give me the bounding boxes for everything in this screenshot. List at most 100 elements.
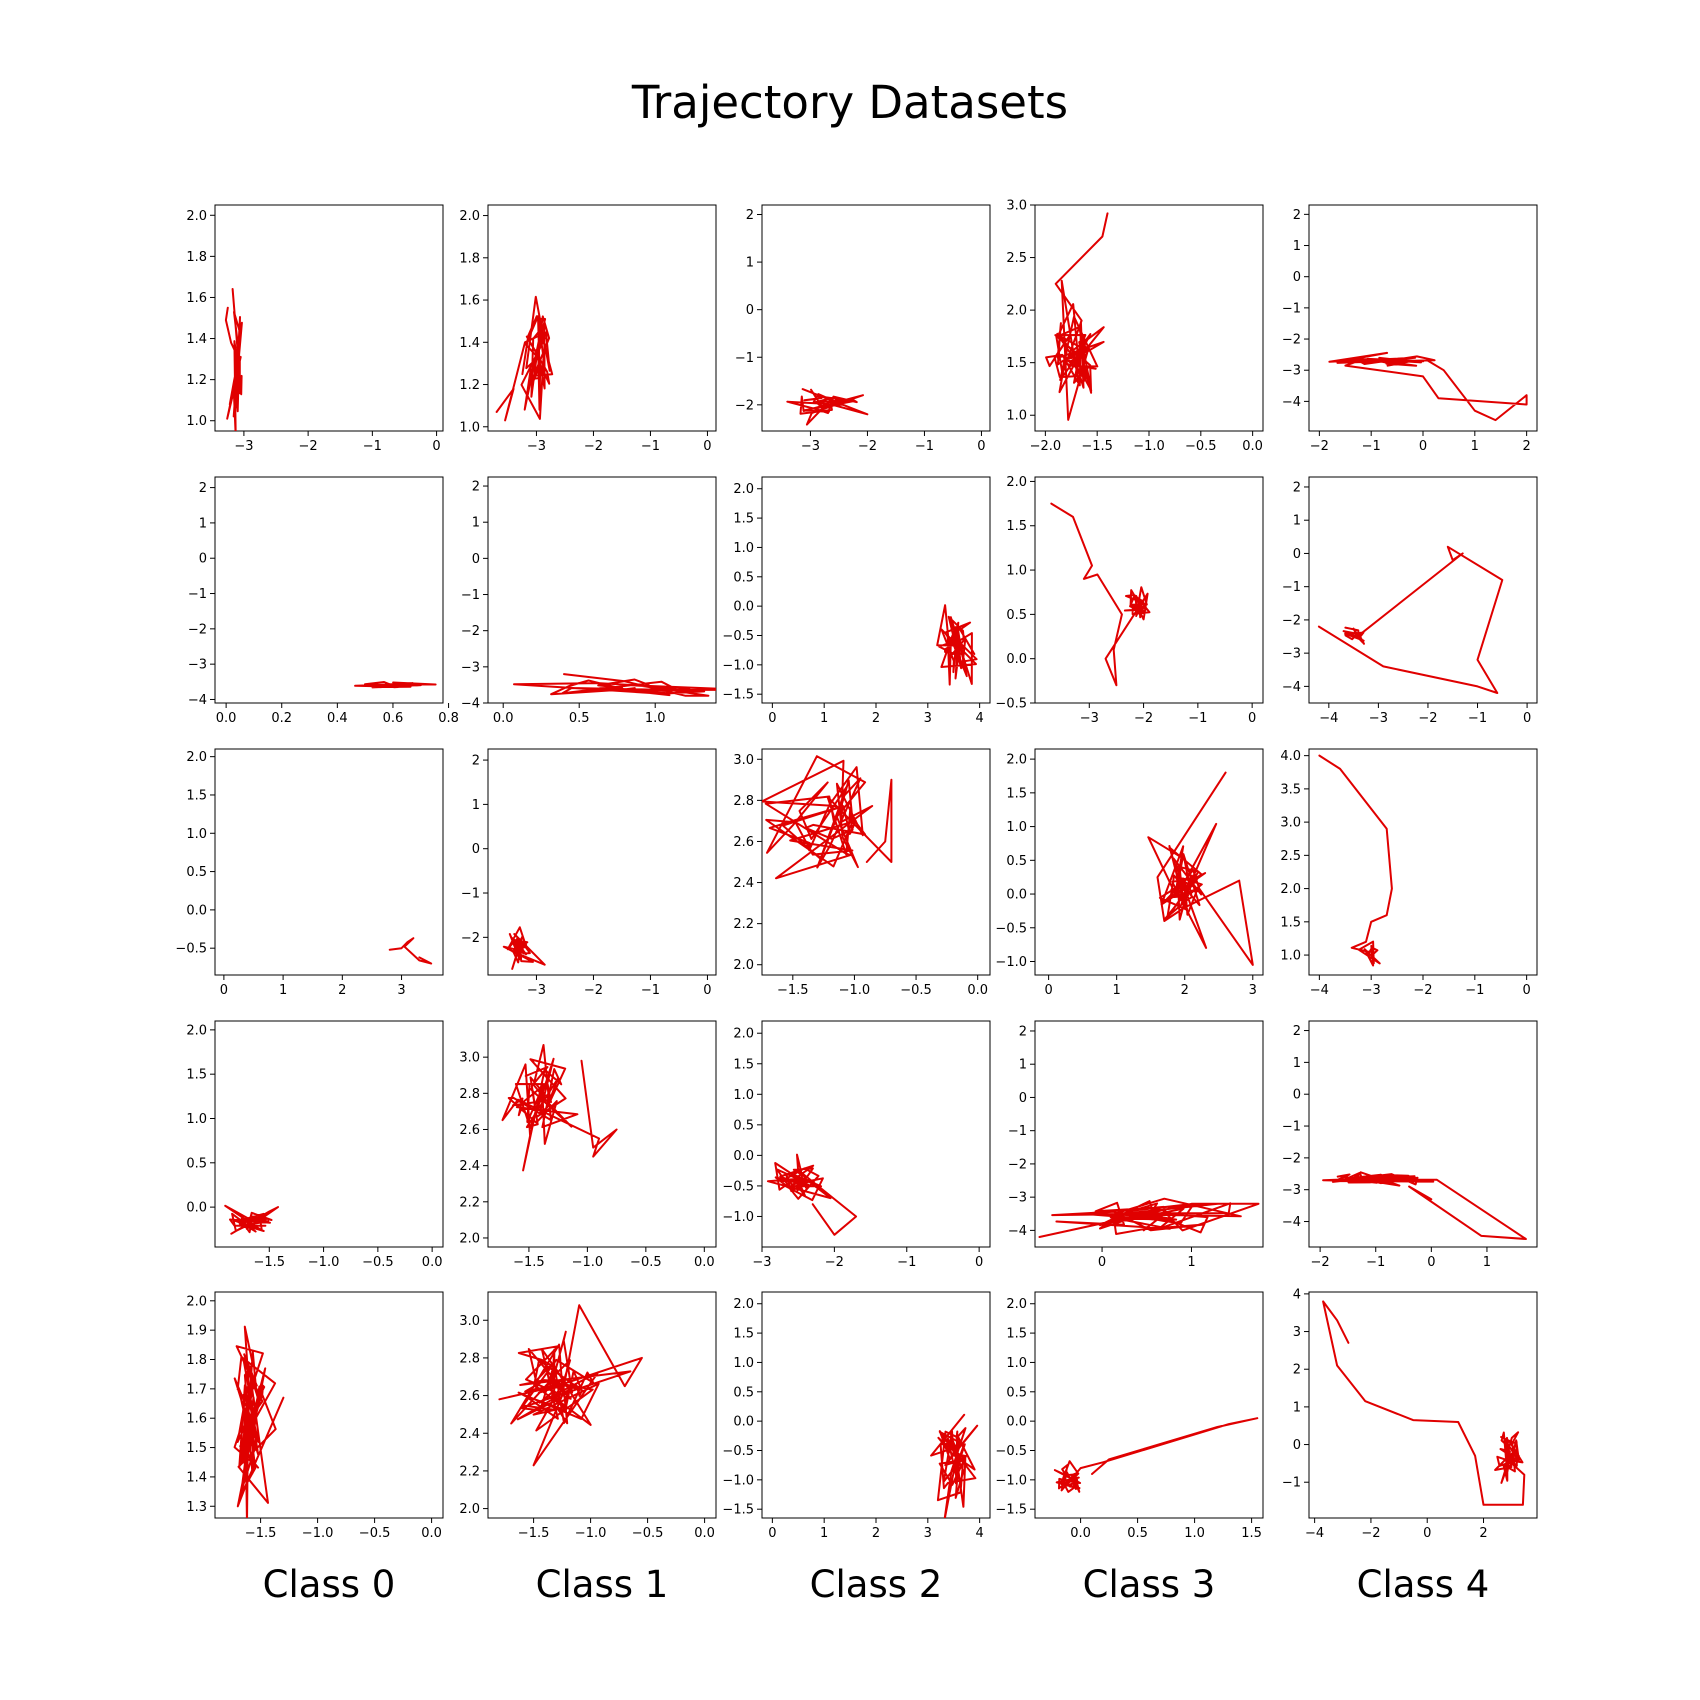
x-tick-label: −1: [1465, 983, 1484, 998]
y-tick-label: 1.5: [186, 788, 207, 803]
x-tick-label: −1.0: [575, 1526, 607, 1541]
y-tick-label: −1: [461, 588, 480, 603]
x-tick-label: 0: [1523, 711, 1531, 726]
y-tick-label: 1.5: [186, 1441, 207, 1456]
y-tick-label: −0.5: [995, 1444, 1027, 1459]
x-tick-label: 0.6: [383, 711, 404, 726]
y-tick-label: 2.4: [459, 1427, 480, 1442]
x-tick-label: 3: [1249, 983, 1257, 998]
x-tick-label: −0.5: [630, 1255, 662, 1270]
x-tick-label: −3: [1080, 711, 1099, 726]
y-tick-label: 1.5: [186, 1068, 207, 1083]
trajectory-panel: −4 −2 0 2 −1 0 1 2 3 4: [1282, 1287, 1538, 1541]
axes-frame: [1308, 204, 1538, 432]
trajectory-panel: −2 −1 0 1 2 −4 −3 −2 −1 0 1 2: [1282, 204, 1538, 454]
x-tick-label: −3: [1369, 711, 1388, 726]
x-tick-label: 0: [1522, 983, 1530, 998]
y-tick-label: 1.0: [186, 414, 207, 429]
x-tick-label: 0: [1427, 1255, 1435, 1270]
y-tick-label: 1.8: [186, 1353, 207, 1368]
y-tick-label: 0.5: [186, 1156, 207, 1171]
x-tick-label: −2: [299, 439, 318, 454]
x-tick-label: −3: [752, 1255, 771, 1270]
x-tick-label: 0: [703, 439, 711, 454]
y-tick-label: 2: [1019, 1024, 1027, 1039]
y-tick-label: 1: [199, 516, 207, 531]
x-tick-label: 0.4: [327, 711, 348, 726]
y-tick-label: −3: [1282, 647, 1301, 662]
y-tick-label: 0.5: [1006, 854, 1027, 869]
y-tick-label: 0.5: [1006, 608, 1027, 623]
trajectory-panel: −3 −2 −1 0 −0.5 0.0 0.5 1.0 1.5 2.0: [995, 475, 1264, 726]
panel-grid: −3 −2 −1 0 1.0 1.2 1.4 1.6 1.8 2.0 −3 −2 −1 0 1.0 1.2 1.…: [175, 199, 1538, 1541]
y-tick-label: 2.4: [459, 1159, 480, 1174]
class-label: Class 0: [263, 1563, 396, 1606]
y-tick-label: 1: [1293, 514, 1301, 529]
y-tick-label: 2.0: [1006, 1297, 1027, 1312]
x-tick-label: −1: [1366, 1255, 1385, 1270]
x-tick-label: −0.5: [362, 1255, 394, 1270]
axes-frame: [761, 1020, 991, 1248]
trajectory-panel: −2 −1 0 1 −4 −3 −2 −1 0 1 2: [1282, 1020, 1538, 1270]
y-tick-label: −1: [1282, 580, 1301, 595]
x-tick-label: −2: [1134, 711, 1153, 726]
y-tick-label: 2.6: [459, 1123, 480, 1138]
y-tick-label: −2: [1282, 333, 1301, 348]
y-tick-label: 0: [1019, 1091, 1027, 1106]
y-tick-label: 2.0: [1006, 475, 1027, 490]
trajectory-panel: 0 1 2 3 −1.0 −0.5 0.0 0.5 1.0 1.5 2.0: [995, 748, 1264, 998]
x-tick-label: 0: [1248, 711, 1256, 726]
y-tick-label: 1.6: [186, 1412, 207, 1427]
x-tick-label: −1: [363, 439, 382, 454]
trajectory-line: [766, 1153, 858, 1236]
y-tick-label: 3.5: [1280, 782, 1301, 797]
y-tick-label: 2.0: [733, 958, 754, 973]
class-label: Class 1: [536, 1563, 669, 1606]
x-tick-label: −0.5: [1185, 439, 1217, 454]
y-tick-label: 2: [199, 481, 207, 496]
x-tick-label: 0.0: [421, 1526, 442, 1541]
trajectory-line: [1147, 771, 1254, 966]
trajectory-line: [1322, 1300, 1526, 1506]
trajectory-panel: −1.5 −1.0 −0.5 0.0 1.3 1.4 1.5 1.6 1.7 1.8 1.9 2.0: [186, 1291, 444, 1541]
x-tick-label: −0.5: [359, 1526, 391, 1541]
y-tick-label: −3: [1282, 1183, 1301, 1198]
trajectory-line: [930, 1413, 979, 1518]
y-tick-label: 3: [1293, 1325, 1301, 1340]
y-tick-label: 0: [1293, 1088, 1301, 1103]
x-tick-label: 1: [1187, 1255, 1195, 1270]
y-tick-label: −4: [1282, 1215, 1301, 1230]
x-tick-label: −2: [584, 439, 603, 454]
x-tick-label: 3: [397, 983, 405, 998]
y-tick-label: −1: [188, 587, 207, 602]
x-tick-label: −0.5: [900, 983, 932, 998]
trajectory-line: [1050, 502, 1151, 687]
y-tick-label: −1: [735, 351, 754, 366]
x-tick-label: −3: [234, 439, 253, 454]
y-tick-label: 2.0: [186, 750, 207, 765]
y-tick-label: 0.0: [733, 1149, 754, 1164]
y-tick-label: 1.2: [459, 378, 480, 393]
y-tick-label: 1.5: [1006, 519, 1027, 534]
y-tick-label: 1: [1293, 239, 1301, 254]
trajectory-line: [233, 1325, 285, 1518]
y-tick-label: 1: [1293, 1400, 1301, 1415]
y-tick-label: 1.0: [1006, 564, 1027, 579]
x-tick-label: −2: [1361, 1526, 1380, 1541]
x-tick-label: 0.0: [216, 711, 237, 726]
y-tick-label: 0: [199, 552, 207, 567]
axes-frame: [214, 476, 444, 704]
y-tick-label: 2.8: [459, 1087, 480, 1102]
y-tick-label: 1.0: [1280, 949, 1301, 964]
trajectory-line: [388, 937, 433, 965]
x-tick-label: −1: [641, 439, 660, 454]
y-tick-label: −1: [1282, 1476, 1301, 1491]
y-tick-label: −4: [1282, 680, 1301, 695]
y-tick-label: 2.5: [1006, 251, 1027, 266]
x-tick-label: 2: [1479, 1526, 1487, 1541]
trajectory-line: [224, 288, 243, 431]
y-tick-label: 1.5: [1006, 786, 1027, 801]
x-tick-label: 4: [975, 711, 983, 726]
y-tick-label: 1.0: [1006, 409, 1027, 424]
y-tick-label: −2: [1282, 1151, 1301, 1166]
